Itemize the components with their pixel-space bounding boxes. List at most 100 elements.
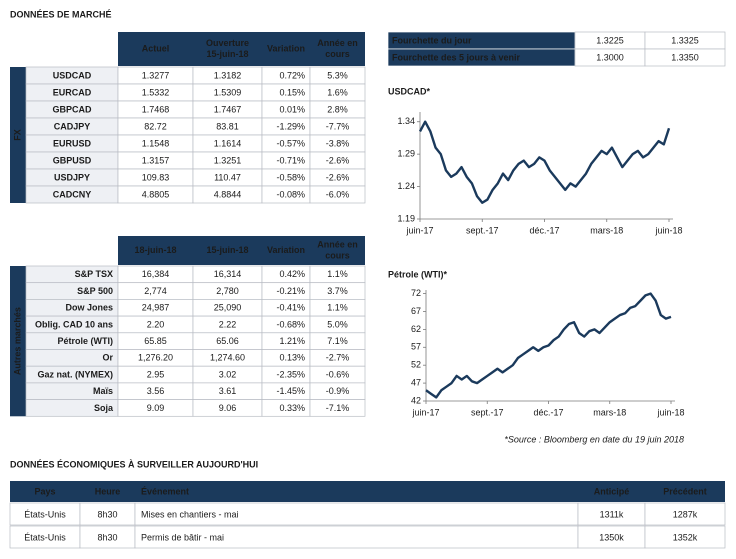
table-cell — [644, 525, 726, 549]
table-header — [118, 32, 365, 66]
side-label: Autres marchés — [12, 307, 22, 375]
y-tick-label: 47 — [411, 377, 421, 387]
cell-value: 1.6% — [327, 87, 348, 97]
column-header: Ouverture — [206, 38, 249, 48]
row-label: Maïs — [93, 386, 113, 396]
cell-value: 1.3157 — [142, 155, 170, 165]
side-band — [10, 266, 26, 417]
row-label: GBPUSD — [53, 155, 92, 165]
y-tick-label: 62 — [411, 324, 421, 334]
cell-value: -1.29% — [276, 121, 305, 131]
row-label: S&P TSX — [75, 269, 113, 279]
table-cell — [309, 185, 366, 204]
cell-value: 1.5309 — [214, 87, 242, 97]
cell-value: 65.85 — [144, 336, 167, 346]
cell-value: -6.0% — [326, 189, 350, 199]
cell-value: 8h30 — [97, 532, 117, 542]
cell-value: États-Unis — [24, 509, 66, 519]
cell-value: 1.1% — [327, 303, 348, 313]
cell-value: 1.7467 — [214, 104, 242, 114]
cell-value: 82.72 — [144, 121, 167, 131]
cell-value: 3.7% — [327, 286, 348, 296]
cell-value: 16,384 — [142, 269, 170, 279]
x-tick-label: mars-18 — [590, 225, 623, 235]
cell-value: 25,090 — [214, 303, 242, 313]
row-label: Soja — [94, 403, 114, 413]
cell-value: 5.3% — [327, 70, 348, 80]
row-label: Fourchette des 5 jours à venir — [392, 52, 521, 62]
cell-value: 1.3350 — [671, 52, 699, 62]
chart-title: USDCAD* — [388, 86, 431, 96]
cell-value: 16,314 — [214, 269, 242, 279]
cell-value: 1350k — [599, 532, 624, 542]
column-header: Actuel — [142, 43, 170, 53]
y-tick-label: 1.29 — [397, 149, 415, 159]
x-tick-label: déc.-17 — [529, 225, 559, 235]
cell-value: 2.20 — [147, 319, 165, 329]
row-label: CADJPY — [54, 121, 91, 131]
cell-value: 1.3325 — [671, 35, 699, 45]
row-label: USDCAD — [53, 70, 92, 80]
cell-value: 0.42% — [279, 269, 305, 279]
column-header: cours — [325, 49, 350, 59]
cell-value: 1.1% — [327, 269, 348, 279]
cell-value: 1.3251 — [214, 155, 242, 165]
cell-value: 1.3277 — [142, 70, 170, 80]
cell-value: -2.7% — [326, 353, 350, 363]
cell-value: Mises en chantiers - mai — [141, 509, 239, 519]
column-header: Anticipé — [594, 486, 630, 496]
cell-value: 83.81 — [216, 121, 239, 131]
y-tick-label: 1.34 — [397, 116, 415, 126]
column-header: 15-juin-18 — [206, 245, 248, 255]
column-header: Heure — [95, 486, 121, 496]
column-header: Événement — [141, 486, 189, 496]
chart-title: Pétrole (WTI)* — [388, 269, 447, 279]
row-label: Fourchette du jour — [392, 35, 472, 45]
column-header: 15-juin-18 — [206, 49, 248, 59]
table-cell — [644, 502, 726, 526]
cell-value: 3.61 — [219, 386, 237, 396]
y-tick-label: 52 — [411, 360, 421, 370]
x-tick-label: juin-17 — [411, 407, 439, 417]
y-tick-label: 42 — [411, 395, 421, 405]
side-label: FX — [12, 129, 22, 141]
section-title: DONNÉES ÉCONOMIQUES À SURVEILLER AUJOURD… — [10, 459, 258, 469]
cell-value: 2,780 — [216, 286, 239, 296]
cell-value: -2.6% — [326, 155, 350, 165]
cell-value: -7.1% — [326, 403, 350, 413]
cell-value: -7.7% — [326, 121, 350, 131]
cell-value: -0.08% — [276, 189, 305, 199]
column-header: 18-juin-18 — [134, 245, 176, 255]
cell-value: 1.7468 — [142, 104, 170, 114]
price-line — [418, 120, 671, 204]
column-header: Précédent — [663, 486, 707, 496]
cell-value: 1311k — [600, 509, 624, 519]
cell-value: 1352k — [673, 532, 698, 542]
cell-value: 5.0% — [327, 319, 348, 329]
x-tick-label: sept.-17 — [466, 225, 499, 235]
cell-value: 110.47 — [214, 172, 241, 182]
cell-value: 1,276.20 — [138, 353, 173, 363]
cell-value: 8h30 — [97, 509, 117, 519]
cell-value: 1.3225 — [596, 35, 624, 45]
cell-value: 3.56 — [147, 386, 165, 396]
y-tick-label: 57 — [411, 342, 421, 352]
cell-value: 3.02 — [219, 369, 237, 379]
row-label: Gaz nat. (NYMEX) — [37, 369, 113, 379]
page-title: DONNÉES DE MARCHÉ — [10, 9, 112, 19]
y-tick-label: 67 — [411, 306, 421, 316]
row-label: S&P 500 — [77, 286, 113, 296]
cell-value: -2.35% — [276, 369, 305, 379]
cell-value: 1.3000 — [596, 52, 624, 62]
y-tick-label: 1.19 — [397, 213, 415, 223]
y-tick-label: 72 — [411, 288, 421, 298]
cell-value: 109.83 — [142, 172, 170, 182]
column-header: Variation — [267, 43, 305, 53]
table-header — [118, 236, 365, 265]
cell-value: 2.95 — [147, 369, 165, 379]
cell-value: 65.06 — [216, 336, 239, 346]
cell-value: -0.58% — [276, 172, 305, 182]
cell-value: 2.22 — [219, 319, 237, 329]
cell-value: -0.9% — [326, 386, 350, 396]
